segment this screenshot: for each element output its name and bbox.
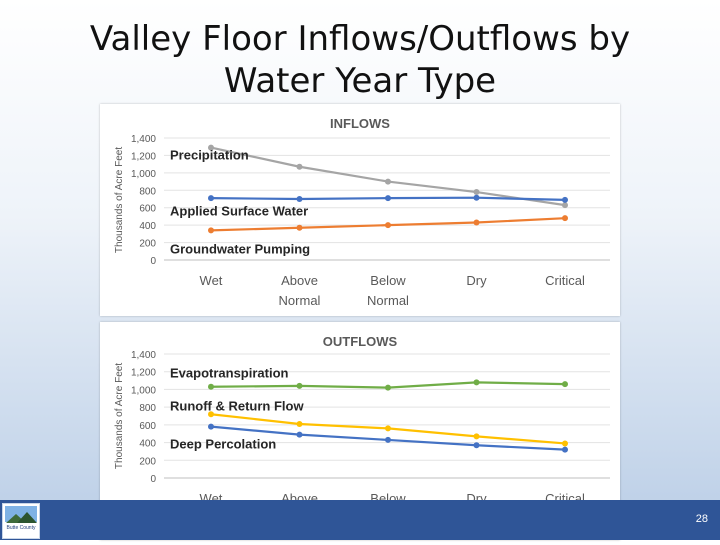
inflows-y-tick-label: 200 [139,239,156,250]
inflows-y-tick-label: 400 [139,221,156,232]
county-logo: Butte County [2,503,40,539]
inflows-x-tick-label: Critical [545,273,585,288]
outflows-data-point-deep-percolation [473,442,480,449]
inflows-data-point-applied-surface-water [385,195,391,202]
inflows-chart-panel: INFLOWS Thousands of Acre Feet 0 200 400 600 8… [100,104,620,316]
inflows-chart: INFLOWS Thousands of Acre Feet 0 200 400 600 8… [114,116,610,308]
inflows-y-tick-label: 0 [150,256,156,267]
outflows-data-point-deep-percolation [385,436,391,443]
inflows-y-tick-label: 800 [139,186,156,197]
outflows-data-point-evapotranspiration [296,382,303,389]
outflows-data-point-runoff-return-flow [296,420,303,427]
inflows-data-point-groundwater-pumping [473,219,480,226]
outflows-series-label-runoff-return-flow: Runoff & Return Flow [170,398,304,413]
inflows-y-axis-title: Thousands of Acre Feet [114,147,125,253]
inflows-chart-title: INFLOWS [330,116,390,131]
inflows-x-tick-label: Above [281,273,318,288]
outflows-data-point-deep-percolation [208,423,214,430]
outflows-chart-title: OUTFLOWS [323,334,398,349]
inflows-data-point-applied-surface-water [473,194,480,201]
outflows-y-tick-label: 1,200 [131,368,156,379]
inflows-data-point-applied-surface-water [562,196,568,203]
inflows-series-label-groundwater-pumping: Groundwater Pumping [170,242,310,257]
inflows-data-point-precipitation [385,178,391,185]
outflows-data-point-runoff-return-flow [562,440,568,447]
inflows-y-tick-label: 600 [139,204,156,215]
outflows-y-axis-title: Thousands of Acre Feet [114,363,125,469]
inflows-data-point-groundwater-pumping [562,215,568,222]
inflows-y-tick-label: 1,200 [131,151,156,162]
outflows-y-tick-label: 600 [139,421,156,432]
outflows-y-tick-label: 200 [139,456,156,467]
inflows-data-point-precipitation [473,189,480,196]
outflows-data-point-evapotranspiration [562,381,568,388]
inflows-x-tick-label: Below [370,273,406,288]
slide-title: Valley Floor Inflows/Outflows by Water Y… [0,18,720,102]
outflows-data-point-runoff-return-flow [208,411,214,418]
logo-text: Butte County [6,525,36,531]
outflows-y-tick-label: 1,000 [131,385,156,396]
inflows-series-label-applied-surface-water: Applied Surface Water [170,203,308,218]
inflows-data-point-applied-surface-water [296,196,303,202]
logo-mountain-icon-2 [17,512,37,523]
inflows-x-tick-label: Normal [367,293,409,308]
inflows-data-point-groundwater-pumping [208,227,214,234]
outflows-y-tick-label: 1,400 [131,350,156,361]
outflows-y-tick-label: 800 [139,403,156,414]
inflows-y-tick-label: 1,000 [131,169,156,180]
outflows-data-point-deep-percolation [562,446,568,453]
outflows-data-point-evapotranspiration [208,383,214,390]
inflows-data-point-groundwater-pumping [385,222,391,229]
inflows-x-tick-label: Normal [279,293,321,308]
inflows-data-point-precipitation [296,163,303,170]
inflows-data-point-groundwater-pumping [296,224,303,231]
slide-title-line-2: Water Year Type [223,61,497,101]
footer-bar [0,500,720,540]
inflows-data-point-precipitation [562,202,568,209]
outflows-data-point-evapotranspiration [385,384,391,391]
inflows-y-tick-label: 1,400 [131,134,156,145]
outflows-data-point-runoff-return-flow [473,433,480,440]
outflows-data-point-deep-percolation [296,431,303,438]
outflows-data-point-runoff-return-flow [385,425,391,432]
inflows-series-label-precipitation: Precipitation [170,148,249,163]
inflows-data-point-precipitation [208,144,214,151]
outflows-y-tick-label: 0 [150,474,156,485]
inflows-data-point-applied-surface-water [208,195,214,202]
outflows-y-tick-label: 400 [139,439,156,450]
outflows-series-label-deep-percolation: Deep Percolation [170,436,276,451]
logo-mountain-icon [6,514,26,523]
inflows-x-tick-label: Dry [466,273,487,288]
outflows-series-label-evapotranspiration: Evapotranspiration [170,366,289,381]
outflows-data-point-evapotranspiration [473,379,480,386]
slide-number: 28 [695,513,708,525]
slide-title-line-1: Valley Floor Inflows/Outflows by [89,19,631,59]
inflows-x-tick-label: Wet [200,273,223,288]
